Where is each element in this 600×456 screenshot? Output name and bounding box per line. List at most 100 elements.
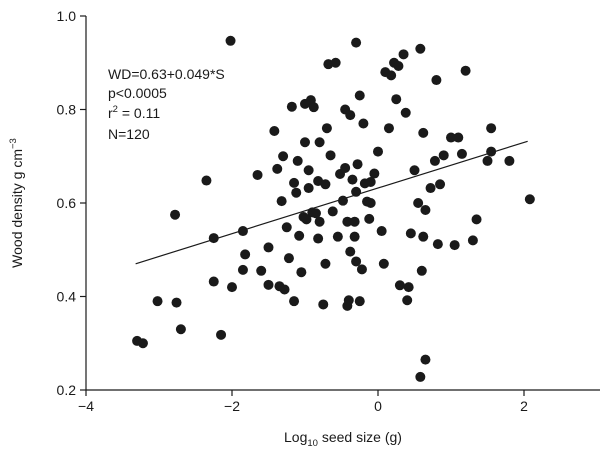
data-point (453, 132, 464, 143)
data-point (252, 169, 263, 180)
data-point (364, 213, 375, 224)
data-point (438, 150, 449, 161)
data-point (175, 324, 186, 335)
data-point (365, 176, 376, 187)
y-tick-label: 0.4 (57, 289, 77, 305)
data-point (281, 222, 292, 233)
data-point (365, 198, 376, 208)
data-point (345, 246, 356, 257)
data-point (289, 177, 300, 188)
data-point (296, 267, 307, 278)
data-point (356, 264, 367, 275)
data-point (352, 159, 363, 170)
data-point (237, 264, 248, 275)
data-point (471, 214, 482, 225)
y-tick-label: 0.6 (57, 195, 77, 211)
data-point (504, 155, 515, 166)
data-point (320, 179, 331, 190)
data-point (137, 338, 148, 349)
r-squared-value: = 0.11 (118, 105, 160, 121)
x-tick-label: −4 (78, 398, 94, 414)
x-axis-title: Log10 seed size (g) (284, 429, 402, 449)
data-point (349, 231, 360, 242)
annotation-equation: WD=0.63+0.049*S (108, 66, 225, 82)
data-point (279, 284, 290, 295)
data-point (373, 146, 383, 157)
data-point (354, 296, 365, 307)
data-point (237, 226, 248, 237)
data-point (456, 148, 467, 159)
data-point (383, 123, 394, 134)
data-point (467, 235, 478, 246)
x-axis-title-rest: seed size (g) (318, 429, 402, 445)
annotation-r-squared: r2 = 0.11 (108, 104, 160, 121)
data-point (351, 256, 362, 267)
data-point (152, 296, 163, 307)
data-point (449, 240, 460, 251)
data-point (403, 282, 414, 293)
data-point (369, 168, 380, 179)
x-tick-label: −2 (224, 398, 240, 414)
data-point (269, 126, 280, 137)
data-point (289, 296, 300, 307)
data-point (432, 239, 443, 250)
data-point (394, 280, 405, 291)
data-point (429, 155, 440, 166)
data-point (292, 155, 303, 166)
data-point (301, 214, 312, 225)
data-point (291, 187, 302, 198)
data-point (208, 233, 219, 244)
x-ticks: −4 −2 0 2 (78, 390, 528, 414)
data-point (460, 65, 471, 76)
data-point (486, 146, 497, 157)
x-axis-title-base: Log (284, 429, 307, 445)
data-point (303, 183, 314, 194)
data-point (413, 198, 424, 208)
data-point (358, 118, 369, 129)
data-point (354, 90, 365, 101)
data-point (351, 37, 362, 48)
data-point (170, 209, 181, 220)
data-point (321, 123, 332, 134)
data-point (420, 205, 431, 216)
y-ticks: 0.2 0.4 0.6 0.8 1.0 (57, 8, 86, 398)
data-point (343, 295, 354, 306)
r-squared-prefix: r (108, 105, 113, 121)
data-point (351, 186, 362, 197)
data-point (314, 216, 325, 227)
data-point (416, 265, 427, 276)
data-point (300, 137, 310, 148)
data-point (283, 253, 294, 264)
y-tick-label: 0.8 (57, 102, 77, 118)
y-axis-title-base: Wood density g cm (9, 149, 25, 268)
data-point (415, 43, 426, 54)
data-point (313, 233, 324, 244)
data-point (386, 70, 397, 81)
data-point (227, 282, 237, 293)
data-point (263, 279, 274, 290)
x-tick-label: 2 (520, 398, 528, 414)
data-point (171, 297, 182, 308)
data-point (263, 242, 274, 253)
data-point (272, 163, 283, 174)
data-point (418, 127, 429, 138)
data-point (327, 206, 338, 217)
data-point (345, 110, 356, 121)
data-point (376, 226, 387, 237)
data-point (400, 107, 411, 118)
data-point (391, 94, 402, 105)
y-tick-label: 0.2 (57, 382, 77, 398)
data-point (418, 231, 429, 242)
data-point (398, 49, 409, 60)
x-axis-title-subscript: 10 (307, 438, 318, 449)
data-point (294, 230, 305, 241)
data-point (240, 249, 251, 260)
data-point (303, 165, 314, 176)
data-point (208, 276, 219, 287)
data-point (276, 196, 287, 207)
y-axis-title-superscript: −3 (8, 138, 19, 149)
data-point (225, 35, 236, 46)
data-point (314, 137, 325, 148)
data-point (325, 150, 336, 161)
data-point (318, 299, 329, 310)
